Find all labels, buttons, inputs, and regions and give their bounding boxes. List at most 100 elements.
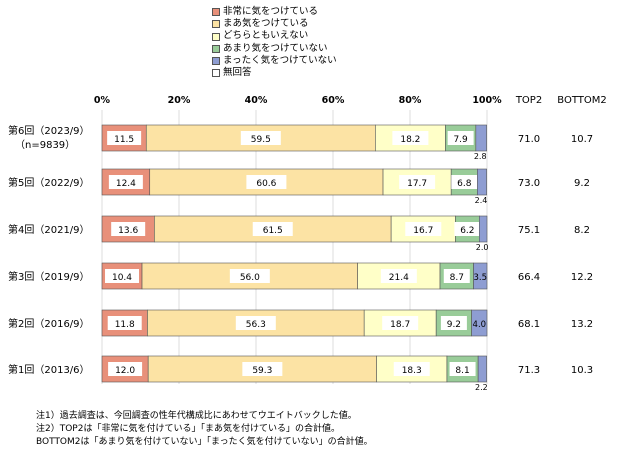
data-label: 8.7 bbox=[450, 273, 464, 283]
x-tick-label: 100% bbox=[472, 95, 502, 106]
row-label: 第1回（2013/6） bbox=[8, 363, 90, 376]
data-label-box bbox=[105, 269, 140, 283]
data-label-box bbox=[252, 222, 293, 236]
x-tick-label: 60% bbox=[322, 95, 345, 106]
data-label-box bbox=[380, 269, 417, 283]
top2-value: 75.1 bbox=[518, 225, 540, 236]
data-label-box bbox=[382, 316, 419, 330]
data-label: 18.7 bbox=[390, 320, 410, 330]
bottom2-value: 10.7 bbox=[571, 134, 593, 145]
legend-label: 無回答 bbox=[223, 67, 252, 79]
legend-label: 非常に気をつけている bbox=[223, 6, 319, 17]
data-label-box bbox=[443, 269, 470, 283]
footnote: BOTTOM2は「あまり気を付けていない」「まったく気を付けていない」の合計値。 bbox=[36, 437, 373, 447]
data-label: 60.6 bbox=[256, 179, 276, 189]
data-label: 8.1 bbox=[455, 366, 469, 376]
bottom2-value: 13.2 bbox=[571, 319, 593, 330]
data-label-box bbox=[449, 362, 476, 376]
top2-value: 68.1 bbox=[518, 319, 540, 330]
data-label: 6.8 bbox=[457, 179, 472, 189]
summary-header-bottom2: BOTTOM2 bbox=[557, 95, 606, 106]
row-label: 第3回（2019/9） bbox=[8, 270, 90, 283]
bottom2-value: 8.2 bbox=[574, 225, 590, 236]
x-tick-label: 0% bbox=[94, 95, 111, 106]
bottom2-value: 12.2 bbox=[571, 272, 593, 283]
legend-swatch bbox=[212, 20, 220, 29]
legend-item: あまり気をつけていない bbox=[212, 43, 337, 55]
data-label: 17.7 bbox=[407, 179, 427, 189]
data-label-box bbox=[108, 362, 143, 376]
top2-value: 66.4 bbox=[518, 272, 540, 283]
bar-segment bbox=[477, 168, 487, 196]
row-label: 第4回（2021/9） bbox=[8, 223, 90, 236]
row-label: 第5回（2022/9） bbox=[8, 176, 90, 189]
data-label: 2.4 bbox=[475, 196, 488, 205]
legend-swatch bbox=[212, 8, 220, 17]
data-label-box bbox=[447, 131, 474, 145]
legend-swatch bbox=[212, 69, 220, 78]
data-label: 18.2 bbox=[400, 135, 420, 145]
top2-value: 73.0 bbox=[518, 178, 540, 189]
data-label: 10.4 bbox=[112, 273, 132, 283]
data-label: 12.0 bbox=[115, 366, 135, 376]
legend-item: まあ気をつけている bbox=[212, 18, 337, 30]
data-label: 56.0 bbox=[240, 273, 260, 283]
data-label-box bbox=[440, 316, 467, 330]
bar-segment bbox=[477, 355, 487, 383]
data-label: 2.2 bbox=[475, 383, 488, 392]
data-label: 61.5 bbox=[263, 226, 283, 236]
data-label: 59.5 bbox=[251, 135, 271, 145]
data-label: 21.4 bbox=[389, 273, 409, 283]
legend-label: あまり気をつけていない bbox=[223, 42, 328, 54]
legend-swatch bbox=[212, 32, 220, 41]
bar-segment bbox=[471, 309, 488, 337]
data-label-box bbox=[235, 316, 276, 330]
x-tick-label: 40% bbox=[245, 95, 268, 106]
bottom2-value: 9.2 bbox=[574, 178, 590, 189]
data-label-box bbox=[242, 362, 283, 376]
legend-label: どちらともいえない bbox=[223, 30, 309, 42]
legend-swatch bbox=[212, 44, 220, 53]
row-label: 第2回（2016/9） bbox=[8, 317, 90, 330]
footnote: 注1）過去調査は、今回調査の性年代構成比にあわせてウエイトバックした値。 bbox=[36, 411, 357, 421]
bar-segment bbox=[475, 124, 487, 152]
row-label: 第6回（2023/9） bbox=[8, 124, 90, 137]
data-label-box bbox=[229, 269, 270, 283]
data-label: 13.6 bbox=[118, 226, 138, 236]
summary-header-top2: TOP2 bbox=[515, 95, 542, 106]
data-label-box bbox=[107, 131, 142, 145]
legend-label: まあ気をつけている bbox=[223, 18, 309, 30]
data-label: 7.9 bbox=[453, 135, 468, 145]
top2-value: 71.3 bbox=[518, 365, 540, 376]
data-label-box bbox=[405, 222, 442, 236]
legend-swatch bbox=[212, 56, 220, 65]
data-label: 6.2 bbox=[460, 226, 474, 236]
row-sublabel: （n=9839） bbox=[15, 139, 75, 151]
legend-item: 無回答 bbox=[212, 67, 337, 79]
legend-item: 非常に気をつけている bbox=[212, 6, 337, 18]
data-label: 12.4 bbox=[116, 179, 136, 189]
data-label: 18.3 bbox=[402, 366, 422, 376]
footnotes: 注1）過去調査は、今回調査の性年代構成比にあわせてウエイトバックした値。 注2）… bbox=[36, 410, 373, 449]
data-label: 11.8 bbox=[115, 320, 135, 330]
data-label-box bbox=[246, 175, 287, 189]
bottom2-value: 10.3 bbox=[571, 365, 593, 376]
top2-value: 71.0 bbox=[518, 134, 540, 145]
data-label: 3.5 bbox=[473, 273, 487, 283]
data-label: 16.7 bbox=[413, 226, 433, 236]
data-label-box bbox=[454, 222, 481, 236]
data-label: 2.8 bbox=[474, 152, 487, 161]
data-label: 9.2 bbox=[447, 320, 461, 330]
data-label: 56.3 bbox=[246, 320, 266, 330]
data-label-box bbox=[111, 222, 146, 236]
x-tick-label: 80% bbox=[399, 95, 422, 106]
legend-label: まったく気をつけていない bbox=[223, 54, 337, 66]
data-label: 4.0 bbox=[473, 320, 487, 330]
bar-segment bbox=[473, 262, 488, 290]
bar-segment bbox=[478, 215, 488, 243]
data-label: 59.3 bbox=[252, 366, 272, 376]
legend-item: どちらともいえない bbox=[212, 30, 337, 42]
data-label-box bbox=[393, 362, 430, 376]
x-tick-label: 20% bbox=[168, 95, 191, 106]
